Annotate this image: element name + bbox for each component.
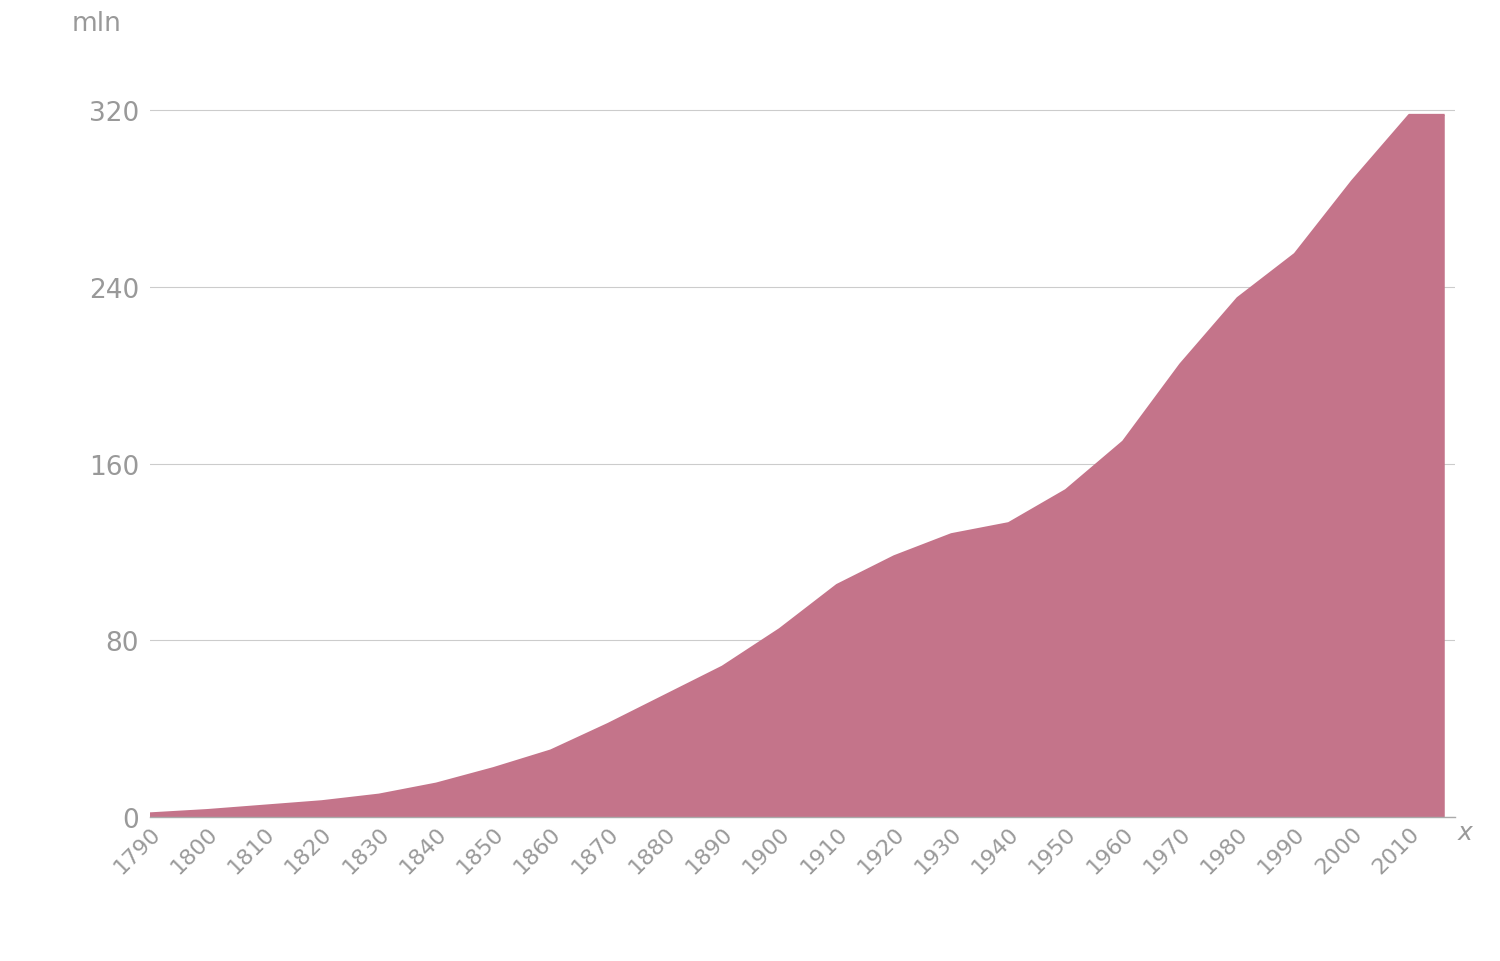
Text: mln: mln [72, 12, 122, 37]
Text: x: x [1458, 821, 1473, 845]
